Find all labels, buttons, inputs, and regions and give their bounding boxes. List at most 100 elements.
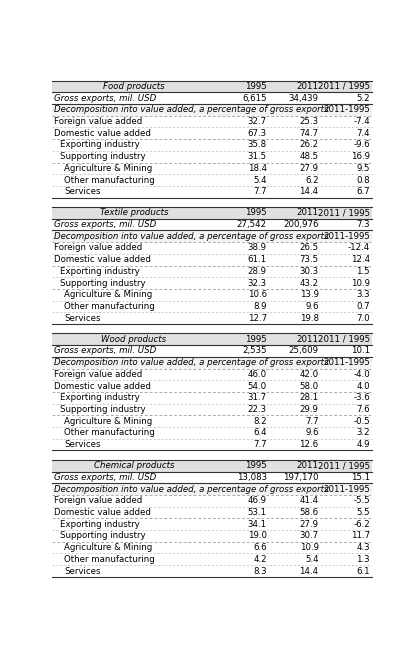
Text: -6.2: -6.2 <box>354 519 370 529</box>
Text: 12.4: 12.4 <box>351 255 370 264</box>
Text: 12.7: 12.7 <box>247 314 267 323</box>
Text: Agriculture & Mining: Agriculture & Mining <box>64 543 153 552</box>
Bar <box>52 415 372 427</box>
Text: Other manufacturing: Other manufacturing <box>64 428 155 437</box>
Text: -9.6: -9.6 <box>354 141 370 150</box>
Text: 9.6: 9.6 <box>305 428 318 437</box>
Text: 6.6: 6.6 <box>253 543 267 552</box>
Text: 7.4: 7.4 <box>356 129 370 138</box>
Text: 4.9: 4.9 <box>356 440 370 449</box>
Text: 58.6: 58.6 <box>299 508 318 517</box>
Text: -4.0: -4.0 <box>354 370 370 379</box>
Bar <box>52 333 372 345</box>
Text: 30.3: 30.3 <box>299 267 318 276</box>
Text: 11.7: 11.7 <box>351 531 370 540</box>
Text: 7.7: 7.7 <box>253 187 267 197</box>
Text: 4.2: 4.2 <box>253 555 267 564</box>
Text: 6.7: 6.7 <box>356 187 370 197</box>
Text: 0.7: 0.7 <box>356 302 370 311</box>
Text: 1995: 1995 <box>245 461 267 470</box>
Text: 9.6: 9.6 <box>305 302 318 311</box>
Text: 18.4: 18.4 <box>247 164 267 173</box>
Text: 28.1: 28.1 <box>299 393 318 402</box>
Text: Services: Services <box>64 187 101 197</box>
Text: 35.8: 35.8 <box>247 141 267 150</box>
Text: 74.7: 74.7 <box>299 129 318 138</box>
Text: Gross exports, mil. USD: Gross exports, mil. USD <box>54 473 157 482</box>
Text: 27.9: 27.9 <box>299 164 318 173</box>
Text: Supporting industry: Supporting industry <box>59 152 145 161</box>
Text: 1995: 1995 <box>245 335 267 344</box>
Text: 2011 / 1995: 2011 / 1995 <box>318 335 370 344</box>
Text: 1.3: 1.3 <box>356 555 370 564</box>
Bar <box>52 368 372 380</box>
Text: Food products: Food products <box>103 82 165 91</box>
Bar <box>52 289 372 301</box>
Text: 2011: 2011 <box>297 335 318 344</box>
Text: 26.5: 26.5 <box>299 243 318 253</box>
Text: 53.1: 53.1 <box>247 508 267 517</box>
Text: 10.6: 10.6 <box>247 290 267 299</box>
Text: 28.9: 28.9 <box>248 267 267 276</box>
Text: 5.5: 5.5 <box>356 508 370 517</box>
Text: 46.9: 46.9 <box>248 496 267 505</box>
Bar <box>52 439 372 450</box>
Text: Domestic value added: Domestic value added <box>54 129 151 138</box>
Text: Decomposition into value added, a percentage of gross exports: Decomposition into value added, a percen… <box>54 232 329 241</box>
Text: 30.7: 30.7 <box>299 531 318 540</box>
Text: 25.3: 25.3 <box>299 117 318 126</box>
Text: 5.2: 5.2 <box>356 94 370 103</box>
Bar <box>52 104 372 116</box>
Text: 7.7: 7.7 <box>253 440 267 449</box>
Text: 3.2: 3.2 <box>356 428 370 437</box>
Text: 38.9: 38.9 <box>248 243 267 253</box>
Text: 32.7: 32.7 <box>247 117 267 126</box>
Bar <box>52 186 372 198</box>
Text: 27,542: 27,542 <box>237 220 267 229</box>
Text: Services: Services <box>64 440 101 449</box>
Bar <box>52 266 372 277</box>
Text: Exporting industry: Exporting industry <box>59 267 139 276</box>
Text: Textile products: Textile products <box>100 208 168 217</box>
Text: 2011 / 1995: 2011 / 1995 <box>318 461 370 470</box>
Text: 2,535: 2,535 <box>242 346 267 355</box>
Text: 7.6: 7.6 <box>356 405 370 414</box>
Text: -0.5: -0.5 <box>354 417 370 426</box>
Text: 0.8: 0.8 <box>356 176 370 185</box>
Bar <box>52 312 372 324</box>
Text: 6.4: 6.4 <box>253 428 267 437</box>
Text: 73.5: 73.5 <box>299 255 318 264</box>
Bar <box>52 380 372 392</box>
Text: 32.3: 32.3 <box>247 279 267 288</box>
Text: 7.3: 7.3 <box>356 220 370 229</box>
Text: Foreign value added: Foreign value added <box>54 496 142 505</box>
Text: 6.2: 6.2 <box>305 176 318 185</box>
Text: Foreign value added: Foreign value added <box>54 243 142 253</box>
Text: 7.7: 7.7 <box>305 417 318 426</box>
Bar <box>52 207 372 219</box>
Text: 2011-1995: 2011-1995 <box>323 484 370 493</box>
Text: 3.3: 3.3 <box>356 290 370 299</box>
Text: 14.4: 14.4 <box>299 566 318 575</box>
Text: Supporting industry: Supporting industry <box>59 531 145 540</box>
Text: 34,439: 34,439 <box>289 94 318 103</box>
Text: 25,609: 25,609 <box>289 346 318 355</box>
Text: Services: Services <box>64 566 101 575</box>
Text: Supporting industry: Supporting industry <box>59 279 145 288</box>
Text: Agriculture & Mining: Agriculture & Mining <box>64 164 153 173</box>
Text: 4.0: 4.0 <box>356 381 370 391</box>
Text: 13,083: 13,083 <box>237 473 267 482</box>
Text: 10.9: 10.9 <box>351 279 370 288</box>
Text: 2011: 2011 <box>297 82 318 91</box>
Bar <box>52 92 372 104</box>
Text: 48.5: 48.5 <box>299 152 318 161</box>
Text: Other manufacturing: Other manufacturing <box>64 176 155 185</box>
Text: 12.6: 12.6 <box>299 440 318 449</box>
Text: -3.6: -3.6 <box>354 393 370 402</box>
Text: Foreign value added: Foreign value added <box>54 370 142 379</box>
Text: 31.5: 31.5 <box>247 152 267 161</box>
Text: -7.4: -7.4 <box>354 117 370 126</box>
Text: 22.3: 22.3 <box>247 405 267 414</box>
Text: 6.1: 6.1 <box>356 566 370 575</box>
Text: 5.4: 5.4 <box>305 555 318 564</box>
